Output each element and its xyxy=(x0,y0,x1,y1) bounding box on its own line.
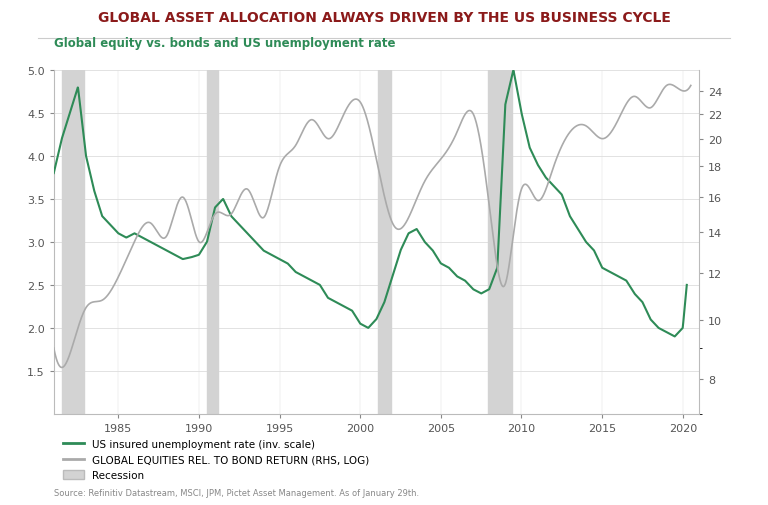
Bar xyxy=(207,71,218,414)
Text: Global equity vs. bonds and US unemployment rate: Global equity vs. bonds and US unemploym… xyxy=(54,37,396,50)
Bar xyxy=(61,71,84,414)
Text: Source: Refinitiv Datastream, MSCI, JPM, Pictet Asset Management. As of January : Source: Refinitiv Datastream, MSCI, JPM,… xyxy=(54,488,419,497)
Bar xyxy=(378,71,391,414)
Bar xyxy=(488,71,511,414)
Legend: US insured unemployment rate (inv. scale), GLOBAL EQUITIES REL. TO BOND RETURN (: US insured unemployment rate (inv. scale… xyxy=(59,435,374,484)
Text: GLOBAL ASSET ALLOCATION ALWAYS DRIVEN BY THE US BUSINESS CYCLE: GLOBAL ASSET ALLOCATION ALWAYS DRIVEN BY… xyxy=(98,11,670,25)
